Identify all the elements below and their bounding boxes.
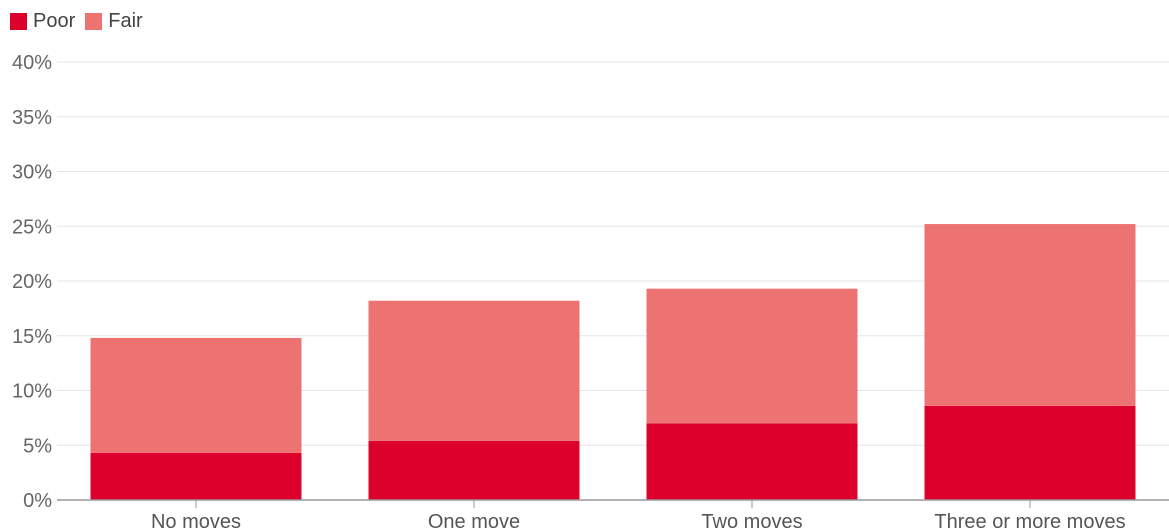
bar-poor-3 — [924, 405, 1136, 500]
legend-swatch-poor — [10, 13, 27, 30]
y-tick-label: 35% — [12, 107, 52, 129]
x-tick-label: One move — [428, 511, 520, 530]
bar-poor-1 — [368, 440, 580, 500]
y-tick-label: 5% — [23, 435, 52, 457]
legend-label-poor: Poor — [33, 10, 76, 32]
legend-label-fair: Fair — [108, 10, 143, 32]
y-tick-label: 20% — [12, 271, 52, 293]
bar-fair-2 — [646, 288, 858, 424]
bar-fair-3 — [924, 224, 1136, 406]
x-tick-label: No moves — [151, 511, 241, 530]
y-tick-label: 25% — [12, 216, 52, 238]
y-tick-label: 10% — [12, 381, 52, 403]
y-tick-label: 0% — [23, 490, 52, 512]
y-tick-label: 30% — [12, 162, 52, 184]
legend-swatch-fair — [85, 13, 103, 30]
bar-poor-2 — [646, 423, 858, 500]
legend-item-poor[interactable]: Poor — [10, 10, 75, 33]
y-tick-label: 40% — [12, 52, 52, 74]
bar-poor-0 — [90, 452, 302, 500]
y-tick-label: 15% — [12, 326, 52, 348]
bar-fair-0 — [90, 337, 302, 453]
bar-fair-1 — [368, 300, 580, 441]
x-tick-label: Three or more moves — [934, 511, 1125, 530]
chart-legend: Poor Fair — [10, 10, 143, 33]
x-tick-label: Two moves — [701, 511, 802, 530]
legend-item-fair[interactable]: Fair — [85, 10, 143, 33]
